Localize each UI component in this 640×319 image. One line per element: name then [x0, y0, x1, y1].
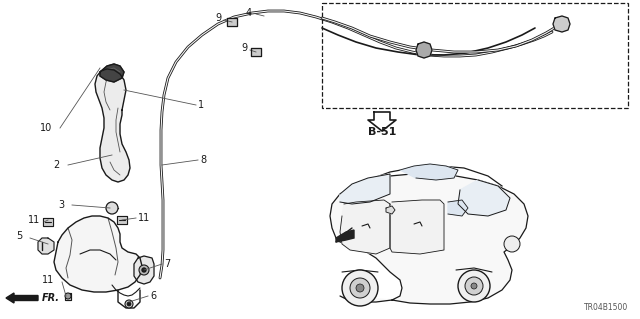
Polygon shape — [340, 200, 390, 254]
Polygon shape — [458, 180, 510, 216]
Bar — [322, 3, 628, 108]
Text: 8: 8 — [200, 155, 206, 165]
Text: 11: 11 — [42, 275, 54, 285]
Polygon shape — [386, 206, 395, 214]
Polygon shape — [400, 164, 458, 180]
Polygon shape — [95, 69, 130, 182]
Text: 4: 4 — [246, 8, 252, 18]
Circle shape — [342, 270, 378, 306]
Circle shape — [504, 236, 520, 252]
Text: 11: 11 — [138, 213, 150, 223]
Polygon shape — [65, 293, 71, 300]
Polygon shape — [416, 42, 432, 58]
Polygon shape — [448, 200, 468, 216]
Text: FR.: FR. — [42, 293, 60, 303]
Text: 5: 5 — [16, 231, 22, 241]
Circle shape — [356, 284, 364, 292]
Polygon shape — [38, 238, 54, 254]
Circle shape — [471, 283, 477, 289]
Circle shape — [65, 293, 71, 299]
Text: 1: 1 — [198, 100, 204, 110]
Polygon shape — [368, 112, 396, 131]
Text: 3: 3 — [58, 200, 64, 210]
Text: 10: 10 — [40, 123, 52, 133]
Polygon shape — [390, 200, 444, 254]
Polygon shape — [43, 218, 53, 226]
Text: 9: 9 — [242, 43, 248, 53]
Circle shape — [127, 302, 131, 306]
Polygon shape — [553, 16, 570, 32]
Polygon shape — [54, 216, 142, 292]
Polygon shape — [251, 48, 261, 56]
Circle shape — [142, 268, 146, 272]
Polygon shape — [330, 174, 528, 304]
Circle shape — [106, 202, 118, 214]
Text: 2: 2 — [54, 160, 60, 170]
Circle shape — [125, 300, 133, 308]
Polygon shape — [100, 64, 124, 82]
Circle shape — [139, 265, 149, 275]
Polygon shape — [117, 216, 127, 224]
Polygon shape — [227, 18, 237, 26]
Circle shape — [458, 270, 490, 302]
Circle shape — [465, 277, 483, 295]
Text: 6: 6 — [150, 291, 156, 301]
Polygon shape — [340, 174, 390, 204]
Text: 11: 11 — [28, 215, 40, 225]
Text: B-51: B-51 — [368, 127, 396, 137]
Circle shape — [350, 278, 370, 298]
Text: TR04B1500: TR04B1500 — [584, 303, 628, 312]
Text: 9: 9 — [216, 13, 222, 23]
Text: 7: 7 — [164, 259, 170, 269]
Polygon shape — [336, 230, 354, 242]
FancyArrow shape — [6, 293, 38, 303]
Polygon shape — [134, 256, 154, 284]
